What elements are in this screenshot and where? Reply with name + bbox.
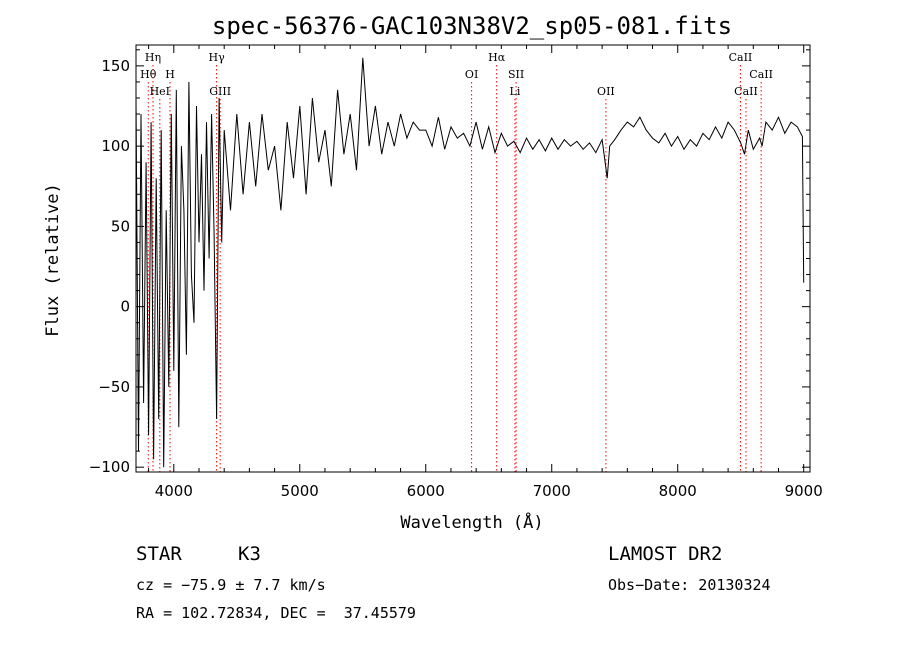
redshift-text: cz = −75.9 ± 7.7 km/s xyxy=(136,576,326,594)
x-tick-label: 5000 xyxy=(281,482,319,500)
spectral-line-label: HeI xyxy=(150,85,170,98)
spectral-line-label: CaII xyxy=(729,51,753,64)
y-tick-label: −100 xyxy=(89,458,130,476)
spectral-line-label: Hγ xyxy=(209,51,226,64)
y-axis-label: Flux (relative) xyxy=(43,183,63,337)
x-tick-label: 9000 xyxy=(785,482,823,500)
spectral-line-label: Li xyxy=(510,85,521,98)
spectral-line-label: GIII xyxy=(209,85,231,98)
object-class: STAR xyxy=(136,543,182,565)
x-tick-label: 7000 xyxy=(533,482,571,500)
spectral-line-label: SII xyxy=(508,68,524,81)
spectral-line-label: Hα xyxy=(488,51,506,64)
x-tick-label: 4000 xyxy=(155,482,193,500)
spectral-line-label: CaII xyxy=(749,68,773,81)
spectral-line-label: OII xyxy=(597,85,615,98)
spectral-line-label: Hθ xyxy=(140,68,157,81)
spectral-line-label: H xyxy=(165,68,175,81)
x-axis-label: Wavelength (Å) xyxy=(400,511,543,533)
y-tick-label: 100 xyxy=(101,137,130,155)
y-tick-label: 0 xyxy=(120,298,130,316)
y-tick-label: 50 xyxy=(111,217,130,235)
chart-title: spec-56376-GAC103N38V2_sp05-081.fits xyxy=(212,12,732,40)
object-subclass: K3 xyxy=(238,543,261,565)
y-tick-label: 150 xyxy=(101,57,130,75)
spectral-line-label: Hη xyxy=(145,51,161,64)
spectral-line-label: CaII xyxy=(734,85,758,98)
x-tick-label: 6000 xyxy=(407,482,445,500)
survey-name: LAMOST DR2 xyxy=(608,543,723,565)
plot-frame xyxy=(135,44,811,473)
coordinates-text: RA = 102.72834, DEC = 37.45579 xyxy=(136,604,416,622)
spectral-line-label: OI xyxy=(465,68,478,81)
spectrum-series-line xyxy=(135,57,805,468)
x-tick-label: 8000 xyxy=(659,482,697,500)
obs-date-text: Obs−Date: 20130324 xyxy=(608,576,771,594)
y-tick-label: −50 xyxy=(98,378,130,396)
